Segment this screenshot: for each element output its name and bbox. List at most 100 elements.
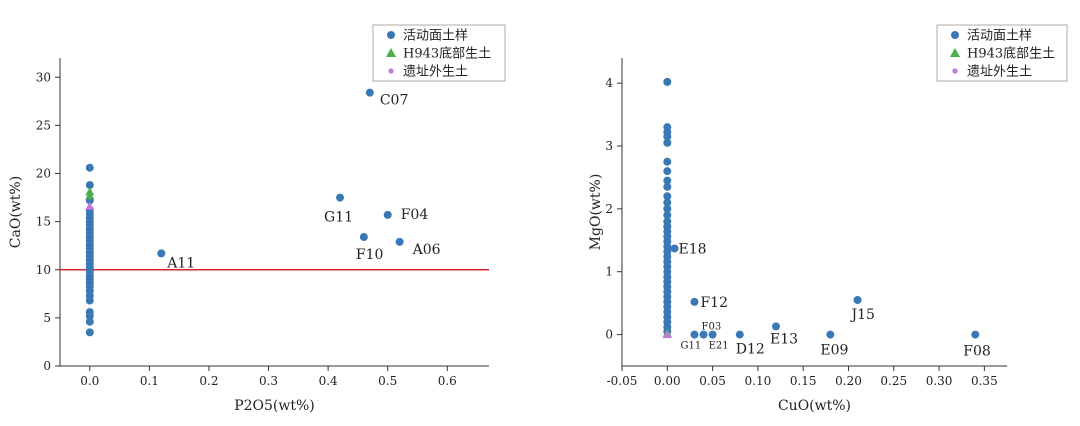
y-tick-label: 4 — [605, 76, 613, 90]
annotation-label: G11 — [324, 210, 353, 226]
annotation-label: F03 — [702, 322, 722, 333]
data-point — [663, 123, 672, 132]
annotation-label: E18 — [679, 241, 707, 257]
y-tick-label: 3 — [605, 139, 613, 153]
data-point — [85, 328, 94, 337]
annotation-label: F12 — [700, 295, 728, 311]
x-tick-label: 0.10 — [745, 374, 772, 388]
annotation-label: E21 — [709, 341, 729, 352]
x-tick-label: 0.15 — [790, 374, 817, 388]
data-point — [336, 193, 345, 202]
y-tick-label: 0 — [605, 328, 613, 342]
legend-entry: 遗址外生土 — [403, 65, 468, 80]
data-point — [971, 330, 980, 339]
x-tick-label: 0.05 — [699, 374, 726, 388]
data-point — [663, 192, 672, 201]
legend-entry: 活动面土样 — [403, 29, 468, 44]
chart-mgo-vs-cuo: -0.05 0.00 0.05 0.10 0.15 0.20 0.25 0.30 0.35 0 1 2… — [588, 24, 1068, 414]
x-tick-label: 0.6 — [438, 374, 457, 388]
data-point — [853, 296, 862, 304]
data-point — [708, 330, 717, 339]
data-point — [772, 322, 780, 331]
legend-marker — [950, 48, 960, 57]
data-point — [690, 297, 699, 306]
legend-entry: 活动面土样 — [967, 29, 1032, 44]
data-point — [359, 233, 368, 242]
data-point — [662, 330, 672, 339]
data-point — [663, 217, 672, 226]
y-tick-label: 15 — [36, 215, 51, 229]
data-point — [85, 181, 94, 190]
data-point — [663, 211, 672, 220]
data-point — [395, 237, 404, 246]
data-point — [85, 201, 95, 210]
legend-entry: 遗址外生土 — [967, 65, 1032, 80]
legend-marker — [951, 31, 959, 39]
data-point — [663, 182, 672, 191]
y-tick-label: 30 — [36, 70, 51, 84]
data-point — [663, 138, 672, 147]
x-tick-label: 0.0 — [80, 374, 99, 388]
data-point — [85, 317, 94, 326]
y-axis-label: CaO(wt%) — [8, 176, 24, 248]
y-axis-label: MgO(wt%) — [588, 174, 604, 251]
annotation-label: A06 — [412, 242, 441, 258]
annotation-label: G11 — [680, 341, 701, 352]
data-point — [663, 77, 672, 86]
data-point — [383, 210, 392, 219]
y-tick-label: 0 — [43, 359, 51, 373]
data-point — [663, 204, 672, 213]
x-tick-label: 0.20 — [835, 374, 862, 388]
data-point — [735, 330, 744, 339]
data-point — [85, 191, 95, 200]
y-tick-label: 25 — [36, 118, 51, 132]
x-tick-label: 0.2 — [199, 374, 218, 388]
data-point — [690, 330, 699, 339]
data-point — [663, 176, 672, 185]
data-point — [699, 330, 708, 339]
data-point — [157, 249, 166, 258]
data-point — [85, 308, 94, 317]
chart-cao-vs-p2o5: 0.0 0.1 0.2 0.3 0.4 0.5 0.6 0 5 10 15 20 25 30 P2O5(wt… — [8, 24, 506, 414]
legend-marker — [386, 48, 396, 57]
legend-entry: H943底部生土 — [403, 46, 491, 62]
data-point — [663, 167, 672, 176]
legend-entry: H943底部生土 — [967, 46, 1055, 62]
x-tick-label: 0.3 — [259, 374, 278, 388]
data-point — [663, 198, 672, 207]
legend-marker — [387, 31, 395, 39]
annotation-label: J15 — [850, 307, 875, 323]
annotation-label: F04 — [401, 207, 429, 223]
annotation-label: F08 — [963, 344, 991, 360]
x-tick-label: 0.30 — [926, 374, 953, 388]
annotation-label: E13 — [770, 331, 798, 347]
x-tick-label: 0.1 — [140, 374, 159, 388]
legend-marker — [952, 68, 958, 74]
y-tick-label: 2 — [605, 202, 613, 216]
annotation-label: C07 — [380, 93, 409, 109]
data-point — [365, 88, 374, 97]
y-tick-label: 20 — [36, 167, 51, 181]
data-point — [85, 163, 94, 172]
x-tick-label: 0.4 — [319, 374, 338, 388]
y-tick-label: 1 — [605, 265, 613, 279]
annotation-label: D12 — [736, 342, 765, 358]
data-point — [826, 330, 835, 339]
x-tick-label: 0.35 — [971, 374, 998, 388]
legend-marker — [388, 68, 394, 74]
x-tick-label: -0.05 — [607, 374, 638, 388]
annotation-label: A11 — [166, 255, 195, 271]
annotation-label: E09 — [820, 343, 848, 359]
y-tick-label: 5 — [43, 311, 51, 325]
x-tick-label: 0.25 — [880, 374, 907, 388]
x-tick-label: 0.00 — [654, 374, 681, 388]
annotation-label: F10 — [356, 247, 384, 263]
data-point — [670, 244, 679, 253]
data-point — [663, 157, 672, 166]
legend-box — [372, 24, 506, 82]
x-axis-label: CuO(wt%) — [778, 398, 851, 414]
x-axis-label: P2O5(wt%) — [234, 398, 315, 414]
